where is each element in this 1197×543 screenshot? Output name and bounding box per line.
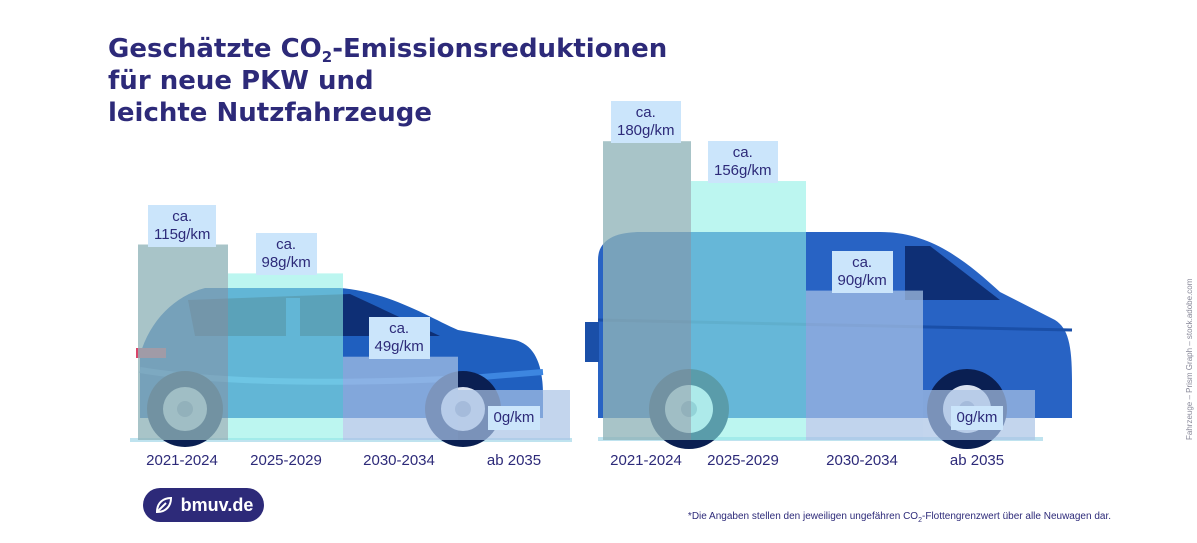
van-period-label: 2025-2029 <box>707 452 779 469</box>
image-credit: Fahrzeuge – Prism Graph – stock.adobe.co… <box>1185 278 1194 440</box>
car-bars <box>138 244 570 440</box>
label-value: 0g/km <box>493 409 535 426</box>
badge-text: bmuv.de <box>180 494 254 515</box>
van-period-label: 2030-2034 <box>826 452 898 469</box>
label-prefix: ca. <box>276 236 297 254</box>
title-line-3: leichte Nutzfahrzeuge <box>108 98 433 128</box>
chart-title: Geschätzte CO2-Emissionsreduktionen für … <box>108 33 667 129</box>
car-bar-2025-2029 <box>228 273 343 440</box>
label-prefix: ca. <box>852 253 873 271</box>
bmuv-link-badge[interactable]: bmuv.de <box>143 488 264 522</box>
van-value-label-2025-2029: ca. 156g/km <box>708 141 778 184</box>
car-period-label: 2030-2034 <box>363 452 435 469</box>
car-period-label: 2025-2029 <box>250 452 322 469</box>
van-value-label-2030-2034: ca. 90g/km <box>831 250 893 293</box>
van-bar-2030-2034 <box>806 290 923 440</box>
label-prefix: ca. <box>635 104 656 122</box>
label-value: 49g/km <box>374 337 424 355</box>
van-period-label: 2021-2024 <box>610 452 682 469</box>
label-value: 98g/km <box>261 254 311 272</box>
van-bars <box>603 141 1035 441</box>
car-bar-2030-2034 <box>343 356 458 440</box>
car-bar-2021-2024 <box>138 244 228 440</box>
title-line-1: Geschätzte CO2-Emissionsreduktionen <box>108 34 668 66</box>
van-bar-2021-2024 <box>603 141 691 440</box>
label-value: 90g/km <box>837 271 887 289</box>
van-value-label-ab-2035: 0g/km <box>950 406 1004 430</box>
leaf-icon <box>155 496 172 514</box>
van-value-label-2021-2024: ca. 180g/km <box>611 101 681 144</box>
label-prefix: ca. <box>172 207 193 225</box>
car-value-label-2030-2034: ca. 49g/km <box>368 316 430 359</box>
label-prefix: ca. <box>389 319 410 337</box>
car-period-label: ab 2035 <box>486 452 542 469</box>
label-value: 115g/km <box>154 225 211 243</box>
van-bar-2025-2029 <box>691 181 806 441</box>
car-value-label-2021-2024: ca. 115g/km <box>148 204 217 247</box>
van-period-label: ab 2035 <box>949 452 1005 469</box>
label-prefix: ca. <box>732 144 753 162</box>
car-value-label-ab-2035: 0g/km <box>487 406 541 430</box>
footnote: *Die Angaben stellen den jeweiligen unge… <box>687 511 1111 524</box>
label-value: 180g/km <box>617 122 675 140</box>
title-line-2: für neue PKW und <box>108 66 374 96</box>
car-period-label: 2021-2024 <box>146 452 218 469</box>
label-value: 0g/km <box>956 409 998 426</box>
car-value-label-2025-2029: ca. 98g/km <box>255 233 317 276</box>
label-value: 156g/km <box>714 162 772 180</box>
